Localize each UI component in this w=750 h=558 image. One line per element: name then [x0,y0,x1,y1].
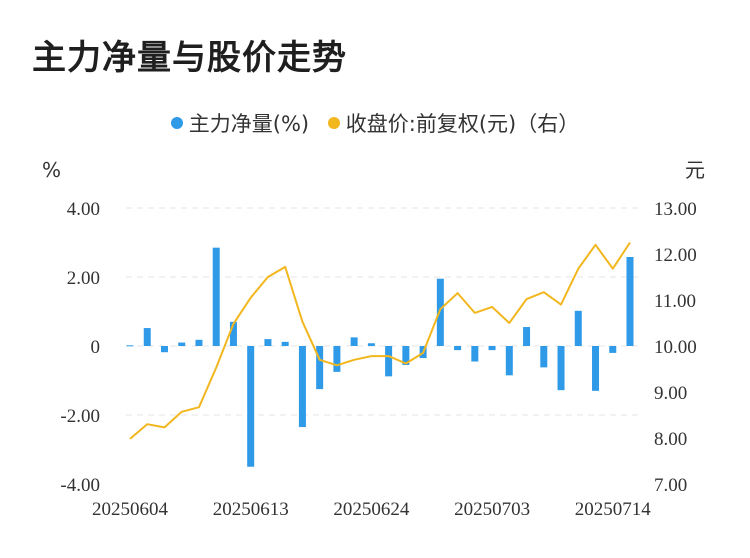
bar[interactable] [160,346,168,353]
bar[interactable] [385,346,393,377]
bar[interactable] [298,346,306,428]
left-tick-label: 4.00 [67,199,100,220]
bar[interactable] [229,321,237,346]
right-axis-unit: 元 [685,158,705,182]
bar[interactable] [126,345,134,347]
bar[interactable] [402,346,410,365]
bar[interactable] [178,342,186,346]
right-tick-label: 9.00 [654,383,687,404]
chart-title: 主力净量与股价走势 [32,38,347,78]
line-series [129,241,631,440]
price-line[interactable] [129,241,631,440]
bar[interactable] [264,339,272,346]
bar[interactable] [350,337,358,346]
bar[interactable] [143,328,151,346]
bar[interactable] [316,346,324,390]
right-tick-label: 12.00 [654,245,697,266]
bar[interactable] [454,346,462,351]
legend-dot-yellow-icon [327,117,340,129]
left-axis-ticks: 4.00 2.00 0 -2.00 -4.00 [60,199,100,496]
right-axis-ticks: 13.00 12.00 11.00 10.00 9.00 8.00 7.00 [654,199,697,496]
x-tick-label: 20250624 [333,499,410,520]
legend-dot-blue-icon [170,117,183,129]
right-tick-label: 10.00 [654,337,697,358]
left-tick-label: 2.00 [67,268,100,289]
bar[interactable] [609,346,617,353]
bar[interactable] [247,346,255,467]
left-axis-unit: % [42,158,61,182]
bar[interactable] [557,346,565,391]
legend-label-close-price: 收盘价:前复权(元)（右） [345,112,580,136]
x-tick-label: 20250613 [213,499,289,520]
bar[interactable] [281,341,289,346]
bar[interactable] [488,346,496,351]
left-tick-label: -4.00 [60,475,100,496]
bar[interactable] [540,346,548,368]
bar[interactable] [626,256,634,346]
bar[interactable] [212,247,220,346]
bar[interactable] [471,346,479,362]
left-tick-label: -2.00 [60,406,100,427]
right-tick-label: 11.00 [654,291,696,312]
x-tick-label: 20250604 [92,499,169,520]
right-tick-label: 8.00 [654,429,687,450]
bar[interactable] [195,339,203,346]
legend: 主力净量(%) 收盘价:前复权(元)（右） [0,108,750,138]
bar[interactable] [574,310,582,346]
x-tick-label: 20250703 [454,499,530,520]
bar[interactable] [436,278,444,346]
legend-item-close-price[interactable]: 收盘价:前复权(元)（右） [327,108,580,138]
legend-label-net-volume: 主力净量(%) [188,112,310,136]
bar[interactable] [523,327,531,346]
x-axis-ticks: 20250604 20250613 20250624 20250703 20250714 [92,499,651,520]
bar[interactable] [333,346,341,372]
x-tick-label: 20250714 [575,499,652,520]
left-tick-label: 0 [91,337,101,358]
bar[interactable] [592,346,600,391]
bar[interactable] [367,343,375,346]
legend-item-net-volume[interactable]: 主力净量(%) [170,108,310,138]
grid-lines [126,207,642,416]
bar-series [126,247,634,467]
bar[interactable] [505,346,513,376]
right-tick-label: 13.00 [654,199,697,220]
right-tick-label: 7.00 [654,475,687,496]
